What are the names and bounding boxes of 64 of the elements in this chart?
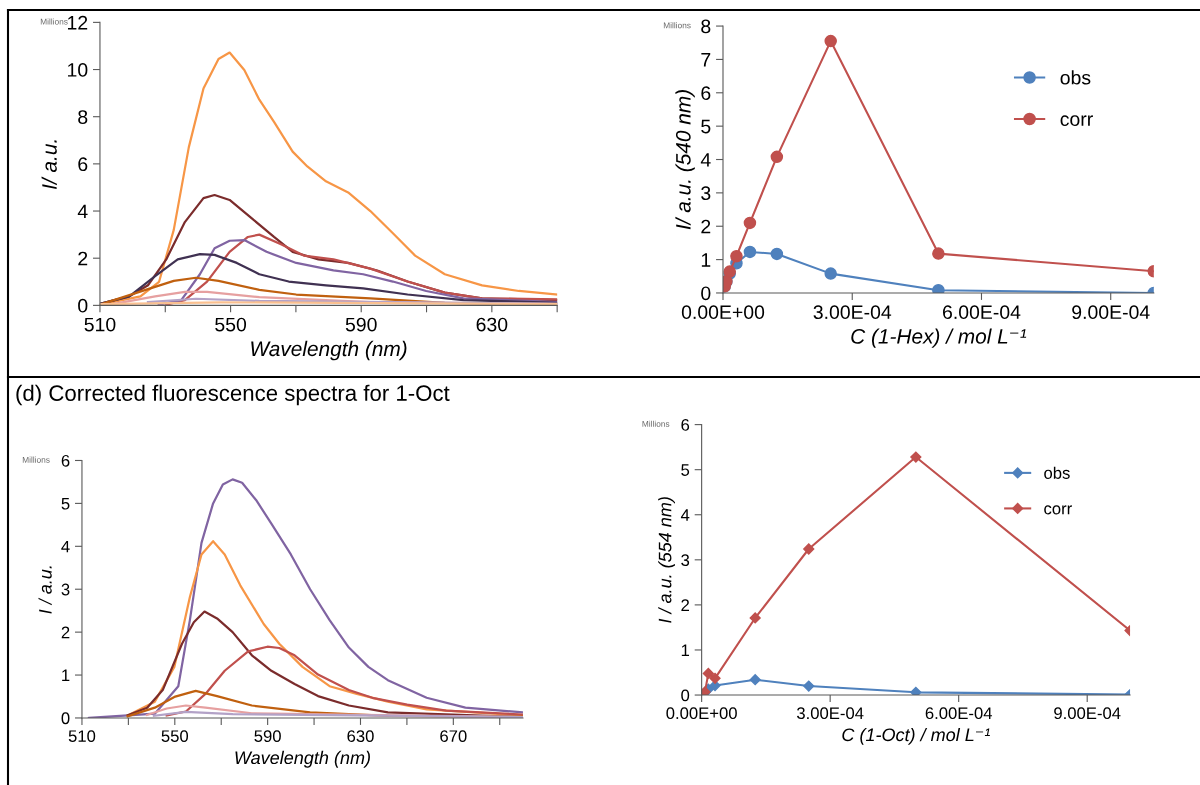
y-tick-label: 8	[78, 110, 88, 124]
y-tick-label: 0	[681, 689, 690, 702]
legend-label: corr	[1060, 115, 1093, 126]
text: Millions	[40, 18, 68, 25]
legend-label: obs	[1044, 466, 1070, 479]
x-tick-label: 510	[68, 730, 96, 743]
y-tick-label: 6	[61, 454, 70, 467]
x-tick-label: 630	[476, 317, 508, 332]
y-tick-label: 7	[701, 53, 711, 67]
text: Millions	[663, 22, 691, 29]
y-tick-label: 2	[701, 219, 711, 234]
x-tick-label: 6.00E-04	[925, 707, 993, 720]
y-tick-label: 4	[680, 509, 690, 521]
x-tick-label: 550	[215, 317, 247, 332]
x-axis-title: C (1-Oct) / mol L⁻¹	[842, 727, 990, 745]
x-axis-title: Wavelength (nm)	[251, 340, 407, 361]
x-tick-label: 590	[254, 730, 281, 743]
y-tick-label: 3	[701, 186, 711, 201]
text: Millions	[642, 420, 670, 427]
y-axis-title: I / a.u.	[38, 566, 52, 614]
y-tick-label: 6	[701, 86, 711, 101]
y-tick-label: 6	[681, 419, 690, 431]
x-tick-label: 0.00E+00	[666, 707, 737, 720]
legend-label: corr	[1044, 505, 1072, 515]
y-axis-title: I/ a.u. (540 nm)	[675, 90, 695, 230]
y-tick-label: 5	[61, 497, 70, 510]
x-tick-label: 590	[345, 317, 377, 332]
y-tick-label: 3	[681, 554, 690, 567]
y-tick-label: 3	[61, 583, 70, 596]
y-tick-label: 5	[681, 464, 690, 476]
y-tick-label: 0	[701, 286, 711, 301]
x-tick-label: 0.00E+00	[681, 305, 765, 320]
y-tick-label: 8	[701, 19, 711, 34]
x-tick-label: 9.00E-04	[1054, 707, 1121, 720]
y-tick-label: 12	[68, 15, 88, 30]
y-tick-label: 0	[78, 298, 88, 313]
y-tick-label: 2	[61, 626, 70, 639]
text: Millions	[22, 456, 50, 463]
y-tick-label: 4	[700, 153, 711, 167]
x-tick-label: 6.00E-04	[943, 305, 1021, 320]
x-tick-label: 630	[347, 730, 374, 743]
x-axis-title: Wavelength (nm)	[235, 750, 370, 768]
legend-label: obs	[1060, 70, 1091, 85]
y-tick-label: 1	[681, 644, 690, 657]
x-tick-label: 510	[84, 317, 116, 332]
x-axis-title: C (1-Hex) / mol L⁻¹	[851, 328, 1027, 348]
y-axis-title: I/ a.u.	[41, 140, 57, 190]
x-tick-label: 670	[440, 730, 467, 743]
y-tick-label: 10	[68, 63, 88, 77]
y-tick-label: 1	[701, 253, 711, 267]
y-tick-label: 1	[62, 669, 70, 682]
x-tick-label: 550	[161, 730, 189, 743]
y-tick-label: 2	[681, 599, 689, 611]
y-tick-label: 6	[78, 157, 88, 172]
y-tick-label: 4	[61, 540, 70, 553]
y-axis-title: I / a.u. (554 nm)	[658, 497, 675, 623]
y-tick-label: 4	[77, 204, 88, 219]
chart-title: (d) Corrected fluorescence spectra for 1-Oct	[16, 384, 450, 406]
x-tick-label: 3.00E-04	[796, 707, 864, 720]
y-tick-label: 5	[701, 119, 711, 134]
x-tick-label: 9.00E-04	[1072, 305, 1150, 320]
x-tick-label: 3.00E-04	[813, 305, 892, 320]
y-tick-label: 2	[78, 251, 88, 266]
y-tick-label: 0	[61, 712, 70, 725]
